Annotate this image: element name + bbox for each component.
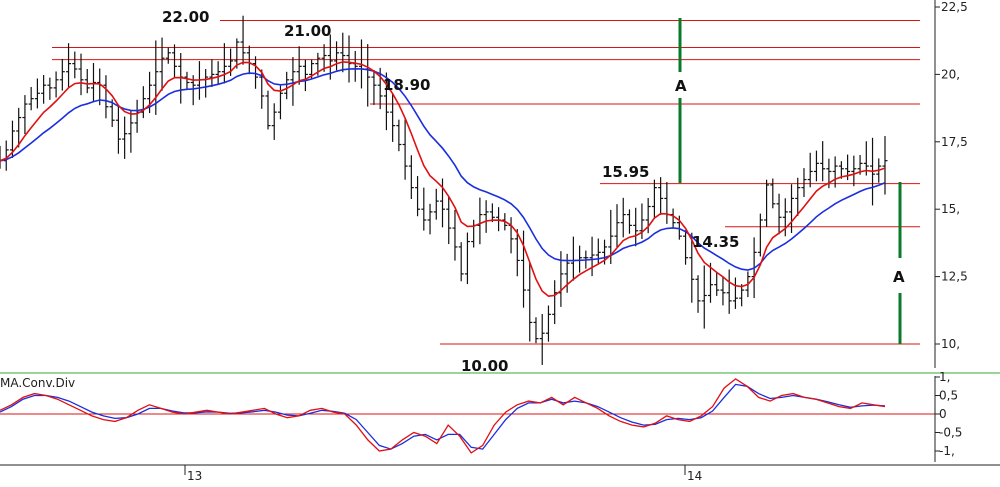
level-label: 18.90 xyxy=(383,76,430,94)
x-tick-label: 13 xyxy=(187,469,202,483)
macd-y-tick-label: 0 xyxy=(939,407,947,421)
moving-average-slow-line xyxy=(0,67,886,271)
level-label: 10.00 xyxy=(461,357,508,375)
price-panel xyxy=(0,15,920,365)
level-label: 14.35 xyxy=(692,233,739,251)
level-label: 22.00 xyxy=(162,8,209,26)
y-tick-label: 22,5 xyxy=(941,0,968,14)
x-tick-label: 14 xyxy=(687,469,702,483)
y-tick-label: 10, xyxy=(941,337,960,351)
indicator-title: MA.Conv.Div xyxy=(0,376,75,390)
y-tick-label: 20, xyxy=(941,67,960,81)
macd-y-tick-label: 0,5 xyxy=(939,389,958,403)
y-tick-label: 17,5 xyxy=(941,135,968,149)
macd-signal-line xyxy=(0,383,886,450)
moving-average-fast-line xyxy=(0,61,886,298)
macd-line xyxy=(0,378,886,454)
macd-panel: MA.Conv.Div xyxy=(0,376,935,454)
macd-y-tick-label: -1, xyxy=(939,444,955,458)
measure-label: A xyxy=(675,77,687,95)
macd-y-tick-label: 1, xyxy=(939,370,950,384)
macd-y-tick-label: -0,5 xyxy=(939,426,962,440)
level-label: 21.00 xyxy=(284,22,331,40)
measure-label: A xyxy=(893,268,905,286)
y-tick-label: 15, xyxy=(941,202,960,216)
y-tick-label: 12,5 xyxy=(941,270,968,284)
annotations: 22.00 21.00 18.90 15.95 14.35 10.00 A A xyxy=(162,8,905,375)
level-label: 15.95 xyxy=(602,163,649,181)
